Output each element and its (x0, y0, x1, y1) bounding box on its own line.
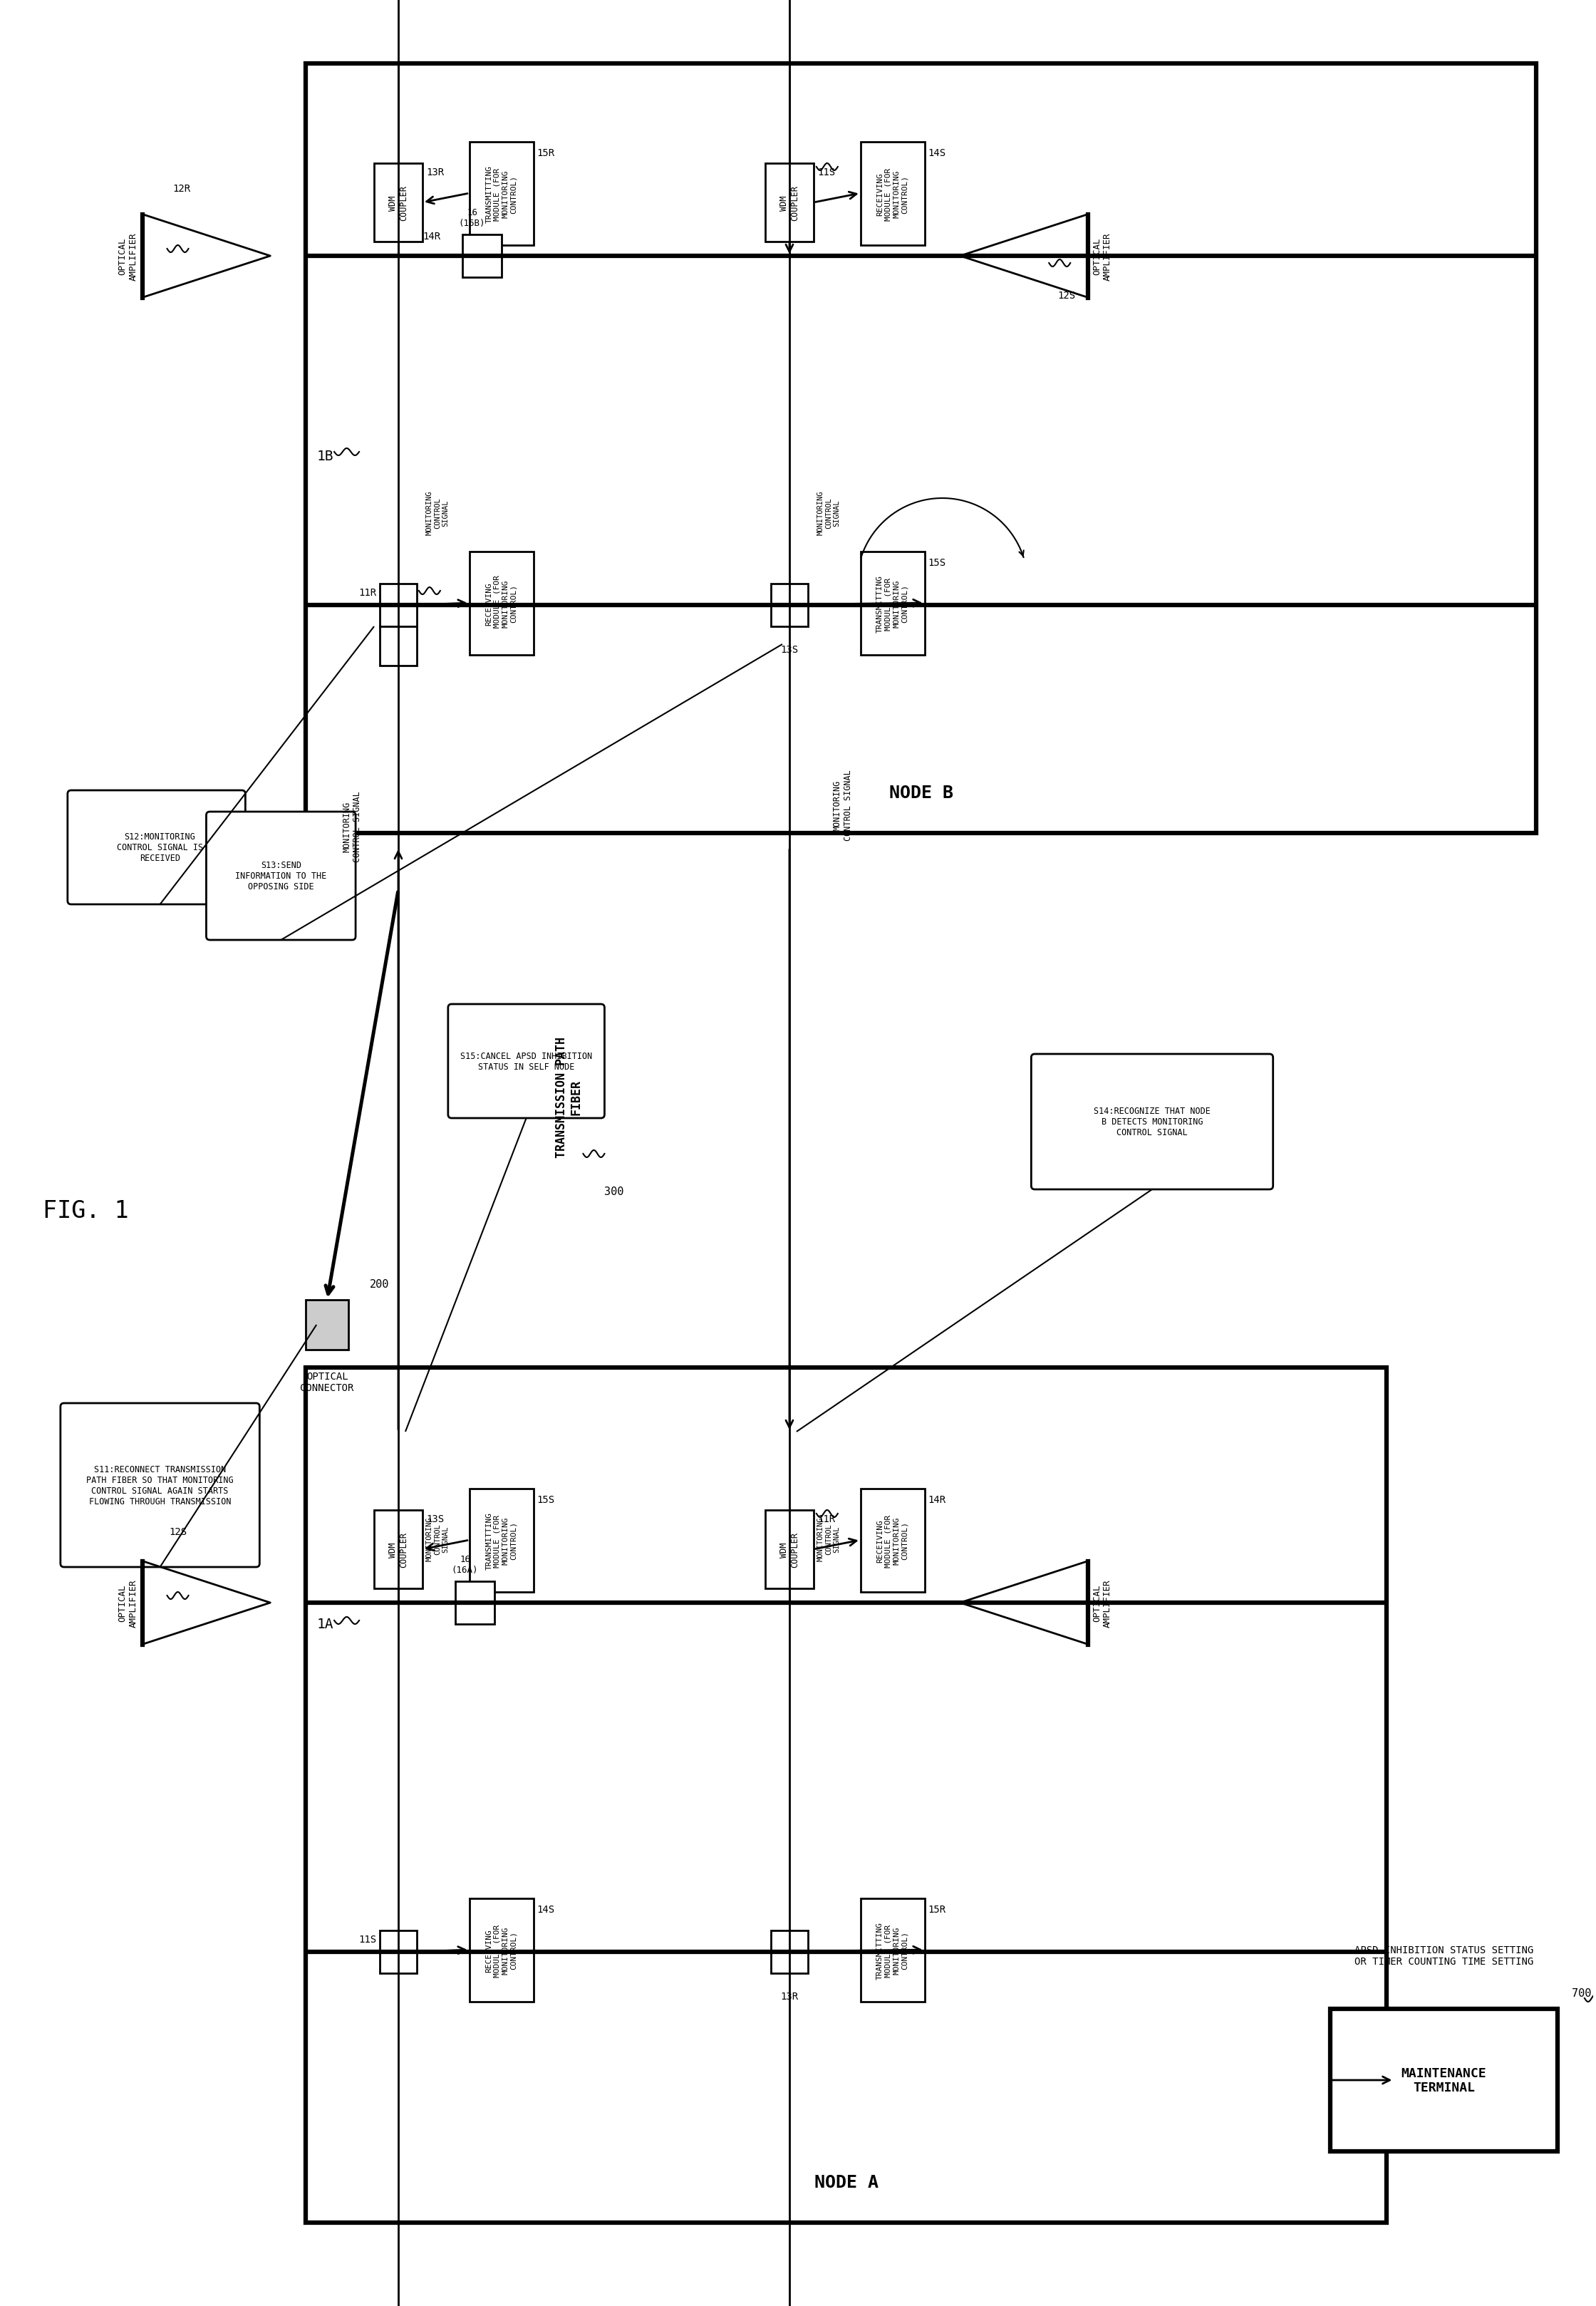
Text: 15R: 15R (929, 1905, 946, 1914)
Text: 1A: 1A (316, 1617, 334, 1630)
Text: TRANSMITTING
MODULE (FOR
MONITORING
CONTROL): TRANSMITTING MODULE (FOR MONITORING CONT… (485, 166, 517, 224)
Text: 300: 300 (605, 1185, 624, 1197)
FancyBboxPatch shape (1031, 1054, 1274, 1190)
Bar (373, 1510, 423, 1589)
Bar (380, 1930, 417, 1974)
Text: WDM
COUPLER: WDM COUPLER (388, 184, 409, 221)
Text: MAINTENANCE
TERMINAL: MAINTENANCE TERMINAL (1401, 2066, 1486, 2094)
Text: 15R: 15R (536, 148, 555, 159)
Bar (860, 1490, 924, 1591)
Text: APSD INHIBITION STATUS SETTING
OR TIMER COUNTING TIME SETTING: APSD INHIBITION STATUS SETTING OR TIMER … (1353, 1944, 1534, 1967)
Text: 14S: 14S (536, 1905, 555, 1914)
Bar (764, 164, 814, 242)
FancyBboxPatch shape (67, 791, 246, 904)
Text: 14S: 14S (929, 148, 946, 159)
Text: OPTICAL
CONNECTOR: OPTICAL CONNECTOR (300, 1372, 354, 1393)
Text: WDM
COUPLER: WDM COUPLER (779, 1531, 800, 1568)
Bar (306, 1301, 348, 1349)
Text: 13R: 13R (426, 168, 444, 178)
Text: S13:SEND
INFORMATION TO THE
OPPOSING SIDE: S13:SEND INFORMATION TO THE OPPOSING SID… (235, 860, 327, 892)
Bar (771, 583, 808, 627)
Bar (380, 583, 417, 627)
Text: OPTICAL
AMPLIFIER: OPTICAL AMPLIFIER (118, 1580, 137, 1628)
Bar (463, 235, 501, 277)
Text: NODE B: NODE B (889, 784, 953, 802)
Bar (469, 551, 533, 655)
Text: OPTICAL
AMPLIFIER: OPTICAL AMPLIFIER (118, 233, 137, 281)
Bar (306, 1367, 1387, 2223)
Text: 1B: 1B (316, 450, 334, 464)
Text: 12S: 12S (1058, 291, 1076, 300)
Bar (373, 164, 423, 242)
FancyBboxPatch shape (61, 1404, 260, 1568)
Text: 11S: 11S (359, 1935, 377, 1944)
Bar (860, 551, 924, 655)
Text: TRANSMISSION PATH
FIBER: TRANSMISSION PATH FIBER (555, 1035, 583, 1158)
Text: MONITORING
CONTROL SIGNAL: MONITORING CONTROL SIGNAL (342, 791, 362, 862)
Text: WDM
COUPLER: WDM COUPLER (779, 184, 800, 221)
Bar (455, 1582, 495, 1623)
Bar (860, 143, 924, 247)
Bar (764, 1510, 814, 1589)
Bar (469, 143, 533, 247)
Text: 11R: 11R (359, 588, 377, 597)
Text: 12R: 12R (172, 184, 190, 194)
Text: 13R: 13R (780, 1990, 798, 2002)
Text: 16
(16A): 16 (16A) (452, 1554, 479, 1575)
Bar (771, 1930, 808, 1974)
Text: 15S: 15S (536, 1494, 555, 1504)
Text: 14R: 14R (423, 231, 440, 242)
Text: MONITORING
CONTROL
SIGNAL: MONITORING CONTROL SIGNAL (426, 491, 448, 535)
Text: WDM
COUPLER: WDM COUPLER (388, 1531, 409, 1568)
Bar (380, 627, 417, 666)
Text: TRANSMITTING
MODULE (FOR
MONITORING
CONTROL): TRANSMITTING MODULE (FOR MONITORING CONT… (876, 1921, 908, 1979)
Text: MONITORING
CONTROL SIGNAL: MONITORING CONTROL SIGNAL (833, 770, 852, 839)
Text: 700: 700 (1572, 1988, 1591, 1999)
Text: 11R: 11R (817, 1513, 835, 1524)
Text: OPTICAL
AMPLIFIER: OPTICAL AMPLIFIER (1092, 1580, 1112, 1628)
Bar (306, 65, 1537, 832)
Text: S11:RECONNECT TRANSMISSION
PATH FIBER SO THAT MONITORING
CONTROL SIGNAL AGAIN ST: S11:RECONNECT TRANSMISSION PATH FIBER SO… (86, 1464, 233, 1506)
Text: 16
(16B): 16 (16B) (458, 208, 485, 228)
Text: MONITORING
CONTROL
SIGNAL: MONITORING CONTROL SIGNAL (817, 491, 841, 535)
Text: OPTICAL
AMPLIFIER: OPTICAL AMPLIFIER (1092, 233, 1112, 281)
Text: S14:RECOGNIZE THAT NODE
B DETECTS MONITORING
CONTROL SIGNAL: S14:RECOGNIZE THAT NODE B DETECTS MONITO… (1093, 1107, 1210, 1137)
Text: 12S: 12S (169, 1527, 187, 1536)
Text: RECEIVING
MODULE (FOR
MONITORING
CONTROL): RECEIVING MODULE (FOR MONITORING CONTROL… (876, 168, 908, 221)
Text: RECEIVING
MODULE (FOR
MONITORING
CONTROL): RECEIVING MODULE (FOR MONITORING CONTROL… (876, 1515, 908, 1568)
Text: FIG. 1: FIG. 1 (43, 1199, 129, 1222)
Bar (469, 1490, 533, 1591)
Text: 200: 200 (370, 1280, 389, 1289)
Text: RECEIVING
 MODULE (FOR
MONITORING
CONTROL): RECEIVING MODULE (FOR MONITORING CONTROL… (485, 574, 517, 632)
Text: TRANSMITTING
MODULE (FOR
MONITORING
CONTROL): TRANSMITTING MODULE (FOR MONITORING CONT… (876, 574, 908, 632)
Text: 11S: 11S (817, 168, 835, 178)
Text: 13S: 13S (780, 646, 798, 655)
Text: TRANSMITTING
MODULE (FOR
MONITORING
CONTROL): TRANSMITTING MODULE (FOR MONITORING CONT… (485, 1513, 517, 1570)
Bar (860, 1898, 924, 2002)
Text: S15:CANCEL APSD INHIBITION
STATUS IN SELF NODE: S15:CANCEL APSD INHIBITION STATUS IN SEL… (460, 1052, 592, 1072)
FancyBboxPatch shape (448, 1005, 605, 1118)
Text: MONITORING
CONTROL
SIGNAL: MONITORING CONTROL SIGNAL (817, 1517, 841, 1561)
Text: 13S: 13S (426, 1513, 444, 1524)
FancyBboxPatch shape (206, 812, 356, 941)
Bar (469, 1898, 533, 2002)
Text: 14R: 14R (929, 1494, 946, 1504)
Text: RECEIVING
MODULE (FOR
MONITORING
CONTROL): RECEIVING MODULE (FOR MONITORING CONTROL… (485, 1923, 517, 1976)
Text: 15S: 15S (929, 558, 946, 567)
Text: NODE A: NODE A (814, 2175, 878, 2191)
Text: MONITORING
CONTROL
SIGNAL: MONITORING CONTROL SIGNAL (426, 1517, 448, 1561)
Bar (1329, 2009, 1558, 2151)
Text: S12:MONITORING
CONTROL SIGNAL IS
RECEIVED: S12:MONITORING CONTROL SIGNAL IS RECEIVE… (117, 832, 203, 862)
